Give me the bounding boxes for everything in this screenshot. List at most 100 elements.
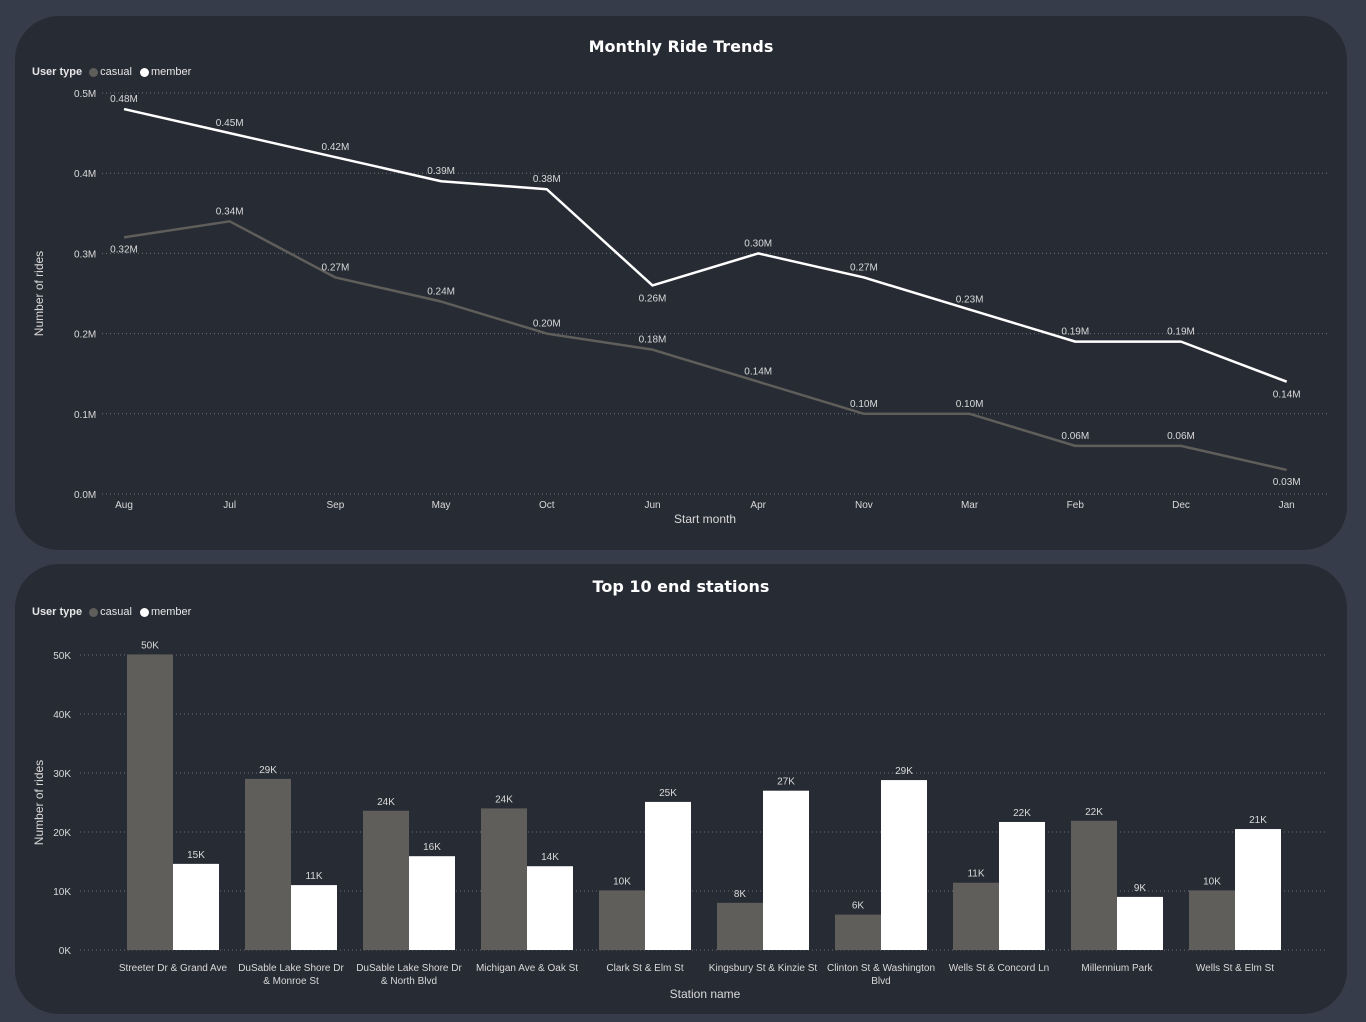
y-tick-label: 40K [53,710,71,721]
x-tick-label: Jul [223,500,236,511]
x-tick-label: Blvd [871,976,890,987]
y-tick-label: 0K [59,946,72,957]
data-label: 0.20M [533,319,561,330]
casual-dot-icon [89,607,99,617]
legend-item-casual[interactable]: casual [89,606,132,618]
y-tick-label: 0.4M [74,169,96,180]
x-tick-label: Sep [327,500,345,511]
x-tick-label: Oct [539,500,555,511]
data-label: 0.38M [533,174,561,185]
bar-casual [953,882,999,950]
data-label: 0.10M [850,399,878,410]
monthly-ride-trends-panel: Monthly Ride Trends User type casual mem… [15,16,1347,550]
series-line-casual [123,220,1287,472]
data-label: 0.26M [639,293,667,304]
y-tick-label: 0.5M [74,89,96,100]
member-dot-icon [139,67,149,77]
legend-item-member[interactable]: member [139,66,191,78]
line-chart-plot[interactable]: 0.0M 0.1M 0.2M 0.3M 0.4M 0.5M Aug Jul Sep May Oct J… [15,16,1347,550]
x-tick-label: May [432,500,451,511]
data-label: 14K [541,852,559,863]
data-label: 0.06M [1167,431,1195,442]
x-tick-label: Streeter Dr & Grand Ave [119,963,228,974]
line-chart-legend[interactable]: User type casual member [32,66,195,78]
bar-member [881,780,927,950]
x-tick-label: & Monroe St [263,976,319,987]
data-label: 0.42M [322,142,350,153]
x-tick-label: Dec [1172,500,1190,511]
bar-member [291,885,337,950]
series-line-member [123,107,1288,383]
data-label: 0.10M [956,399,984,410]
data-label: 10K [613,876,631,887]
x-axis-title: Start month [674,512,736,526]
x-tick-label: DuSable Lake Shore Dr [356,963,462,974]
data-label: 0.19M [1167,327,1195,338]
data-label: 0.03M [1273,477,1301,488]
data-label: 0.06M [1061,431,1089,442]
data-label: 9K [1134,883,1147,894]
y-tick-label: 0.2M [74,330,96,341]
x-tick-label: Mar [961,500,979,511]
data-label: 0.39M [427,166,455,177]
data-label: 0.27M [322,262,350,273]
bar-casual [363,810,409,950]
y-tick-label: 30K [53,769,71,780]
data-label: 0.24M [427,287,455,298]
line-chart-title: Monthly Ride Trends [588,37,774,56]
data-label: 0.14M [744,367,772,378]
data-label: 0.32M [110,244,138,255]
bar-casual [1189,890,1235,950]
y-axis-title: Number of rides [32,760,46,845]
bar-chart-legend[interactable]: User type casual member [32,606,195,618]
data-label: 24K [495,794,513,805]
data-label: 11K [305,871,322,882]
x-tick-label: Clark St & Elm St [606,963,683,974]
top-end-stations-panel: Top 10 end stations User type casual mem… [15,564,1347,1014]
bar-member [763,790,809,950]
bar-chart-title: Top 10 end stations [592,577,770,596]
y-tick-label: 50K [53,651,71,662]
bar-casual [599,890,645,950]
data-label: 8K [734,889,747,900]
y-axis-title: Number of rides [32,251,46,336]
casual-dot-icon [89,67,99,77]
x-tick-label: Aug [115,500,133,511]
data-label: 22K [1013,808,1031,819]
data-label: 0.14M [1273,390,1301,401]
x-tick-label: & North Blvd [381,976,437,987]
x-tick-label: Wells St & Concord Ln [949,963,1049,974]
data-label: 0.30M [744,238,772,249]
data-label: 0.34M [216,206,244,217]
data-label: 15K [187,850,205,861]
x-tick-label: Kingsbury St & Kinzie St [709,963,818,974]
data-label: 0.19M [1061,327,1089,338]
bar-member [999,821,1045,950]
x-tick-label: Clinton St & Washington [827,963,935,974]
y-tick-label: 10K [53,887,71,898]
legend-title: User type [32,606,83,618]
x-tick-label: Millennium Park [1081,963,1153,974]
data-label: 29K [259,765,277,776]
data-label: 21K [1249,815,1267,826]
x-tick-label: Feb [1067,500,1085,511]
data-label: 24K [377,797,395,808]
y-tick-label: 20K [53,828,71,839]
x-tick-label: DuSable Lake Shore Dr [238,963,344,974]
bar-chart-plot[interactable]: 0K 10K 20K 30K 40K 50K Number of rides Station … [15,564,1347,1014]
legend-label-casual: casual [100,66,132,78]
bar-casual [835,914,881,950]
x-tick-label: Apr [750,500,766,511]
y-tick-label: 0.1M [74,410,96,421]
legend-item-member[interactable]: member [139,606,191,618]
legend-item-casual[interactable]: casual [89,66,132,78]
x-tick-label: Michigan Ave & Oak St [476,963,578,974]
bar-member [527,866,573,950]
data-label: 0.45M [216,118,244,129]
data-label: 27K [777,777,795,788]
data-label: 0.27M [850,262,878,273]
bar-casual [127,654,173,950]
bar-member [1117,896,1163,950]
data-label: 22K [1085,807,1103,818]
data-label: 50K [141,640,159,651]
